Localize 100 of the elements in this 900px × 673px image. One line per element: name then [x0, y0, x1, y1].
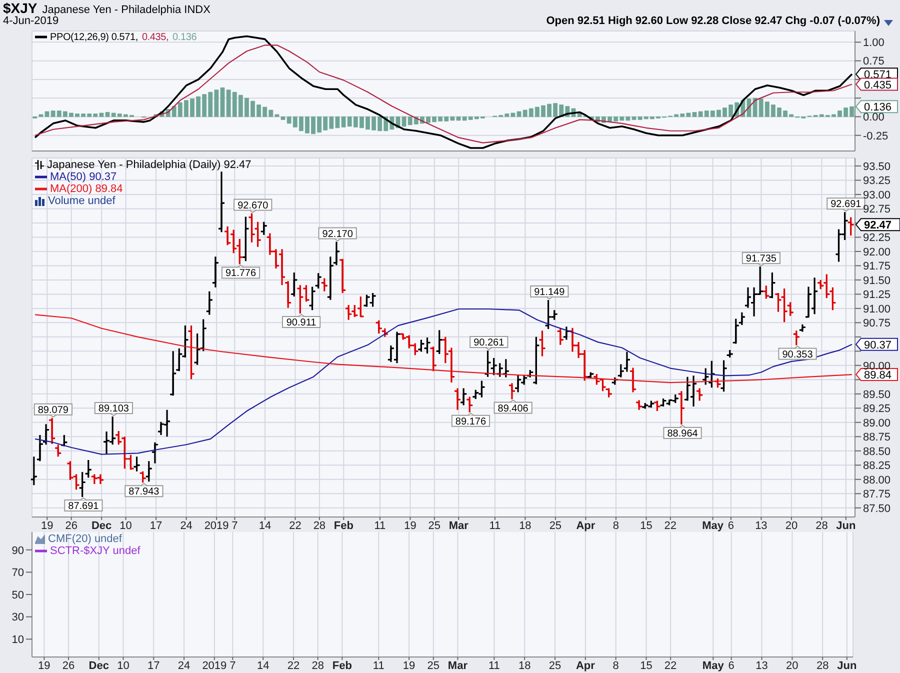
y-tick-label: 92.75 — [863, 204, 891, 216]
legend-label: Volume undef — [48, 195, 116, 207]
x-tick-label: 14 — [258, 520, 272, 532]
x-tick-label: Dec — [92, 520, 112, 532]
x-tick-label: 17 — [150, 520, 162, 532]
x-tick-label: 19 — [41, 520, 54, 532]
annotation: 92.170 — [322, 228, 354, 240]
x-tick-label: 8 — [612, 660, 619, 672]
text: 0.435 — [864, 79, 892, 92]
y-tick-label: 70 — [12, 567, 24, 580]
x-tick-label: 11 — [374, 520, 386, 532]
x-tick-label: 13 — [756, 660, 768, 672]
x-tick-label: 22 — [287, 660, 300, 672]
legend-label: SCTR-$XJY undef — [50, 545, 140, 557]
y-tick-label: 88.50 — [863, 446, 891, 458]
chart-title: $XJY — [3, 0, 38, 16]
x-tick-label: 10 — [120, 520, 132, 532]
y-tick-label: -0.25 — [863, 130, 888, 142]
x-tick-label: 19 — [38, 660, 50, 672]
chart-subtitle: Japanese Yen - Philadelphia INDX — [42, 4, 210, 16]
x-tick-label: Mar — [448, 660, 468, 672]
x-tick-label: 7 — [232, 520, 238, 532]
y-tick-label: 93.00 — [863, 189, 891, 202]
x-tick-label: 25 — [427, 660, 440, 672]
x-tick-label: 28 — [313, 520, 326, 532]
annotation: 89.176 — [455, 416, 486, 428]
x-tick-label: 2019 — [202, 660, 227, 672]
text: 0.571 — [864, 69, 892, 82]
y-tick-label: 10 — [12, 634, 24, 646]
x-tick-label: 19 — [404, 520, 416, 532]
text: 92.47 — [864, 220, 892, 232]
x-tick-label: 28 — [816, 520, 828, 532]
x-tick-label: 6 — [728, 520, 734, 532]
annotation: 87.691 — [68, 501, 100, 512]
series-label: 0.136 — [864, 102, 892, 114]
x-tick-label: 18 — [518, 660, 531, 672]
x-tick-label: 22 — [664, 520, 677, 532]
legend-label: MA(200) 89.84 — [50, 183, 123, 195]
legend-label: CMF(20) undef — [48, 533, 122, 545]
x-tick-label: Feb — [334, 520, 354, 532]
annotation: 88.964 — [667, 428, 698, 440]
x-tick-label: Jun — [836, 520, 856, 532]
annotation: 89.103 — [98, 404, 130, 415]
x-tick-label: 8 — [612, 520, 620, 532]
x-tick-label: 25 — [428, 520, 441, 532]
y-tick-label: 93.25 — [863, 175, 891, 188]
y-tick-label: 92.25 — [863, 232, 891, 244]
x-tick-label: 25 — [548, 660, 562, 672]
x-tick-label: 28 — [312, 660, 324, 672]
annotation: 0.136 — [172, 32, 197, 43]
x-tick-label: 20 — [785, 520, 798, 532]
x-tick-label: 11 — [488, 660, 500, 672]
x-tick-label: 17 — [148, 660, 160, 672]
x-tick-label: 14 — [256, 660, 270, 672]
text: 4-Jun-2019 — [3, 15, 59, 27]
y-tick-label: 88.25 — [863, 460, 891, 472]
text: Open 92.51 High 92.60 Low 92.28 Close 92.47 Chg -0.07 (-0.07%) — [546, 15, 880, 27]
text: 89.84 — [864, 370, 892, 382]
y-tick-label: 0.00 — [863, 112, 884, 124]
x-tick-label: Feb — [332, 660, 352, 672]
y-tick-label: 87.50 — [863, 502, 891, 515]
annotation: 90.353 — [782, 349, 814, 360]
annotation: 92.670 — [238, 200, 269, 212]
annotation: 89.079 — [38, 404, 69, 416]
x-tick-label: Apr — [576, 520, 596, 532]
x-tick-label: 26 — [65, 520, 78, 532]
x-tick-label: 24 — [178, 660, 190, 672]
annotation: 90.911 — [286, 318, 317, 329]
text: 0.435, — [142, 32, 169, 43]
annotation: 89.406 — [498, 403, 529, 414]
x-tick-label: Jun — [837, 660, 857, 672]
y-tick-label: 90.75 — [863, 318, 891, 330]
annotation: 87.943 — [128, 486, 160, 498]
y-tick-label: 50 — [12, 589, 24, 602]
x-tick-label: 15 — [640, 520, 652, 532]
y-tick-label: 91.75 — [863, 260, 891, 273]
legend-label: Japanese Yen - Philadelphia (Daily) 92.47 — [47, 159, 252, 171]
y-tick-label: 89.25 — [863, 403, 891, 416]
y-tick-label: 88.75 — [863, 432, 891, 444]
y-tick-label: 89.00 — [863, 417, 891, 430]
y-tick-label: 0.75 — [863, 56, 884, 68]
x-tick-label: Mar — [448, 520, 470, 532]
x-tick-label: 28 — [816, 660, 829, 672]
x-tick-label: May — [702, 660, 725, 672]
annotation: 91.149 — [534, 286, 566, 298]
x-tick-label: 10 — [117, 660, 130, 672]
x-tick-label: Dec — [88, 660, 109, 672]
x-tick-label: 22 — [289, 520, 302, 532]
legend-label: MA(50) 90.37 — [50, 171, 117, 183]
y-tick-label: 30 — [12, 612, 24, 624]
annotation: 91.776 — [225, 268, 257, 280]
y-tick-label: 89.50 — [863, 388, 891, 401]
annotation: 92.691 — [830, 199, 862, 210]
y-tick-label: 1.00 — [863, 37, 884, 50]
y-tick-label: 91.00 — [863, 303, 891, 316]
x-tick-label: 11 — [372, 660, 384, 672]
x-tick-label: 25 — [549, 520, 562, 532]
y-tick-label: 93.50 — [863, 160, 891, 173]
legend-label: PPO(12,26,9) 0.571, — [50, 32, 138, 43]
x-tick-label: May — [702, 520, 724, 532]
